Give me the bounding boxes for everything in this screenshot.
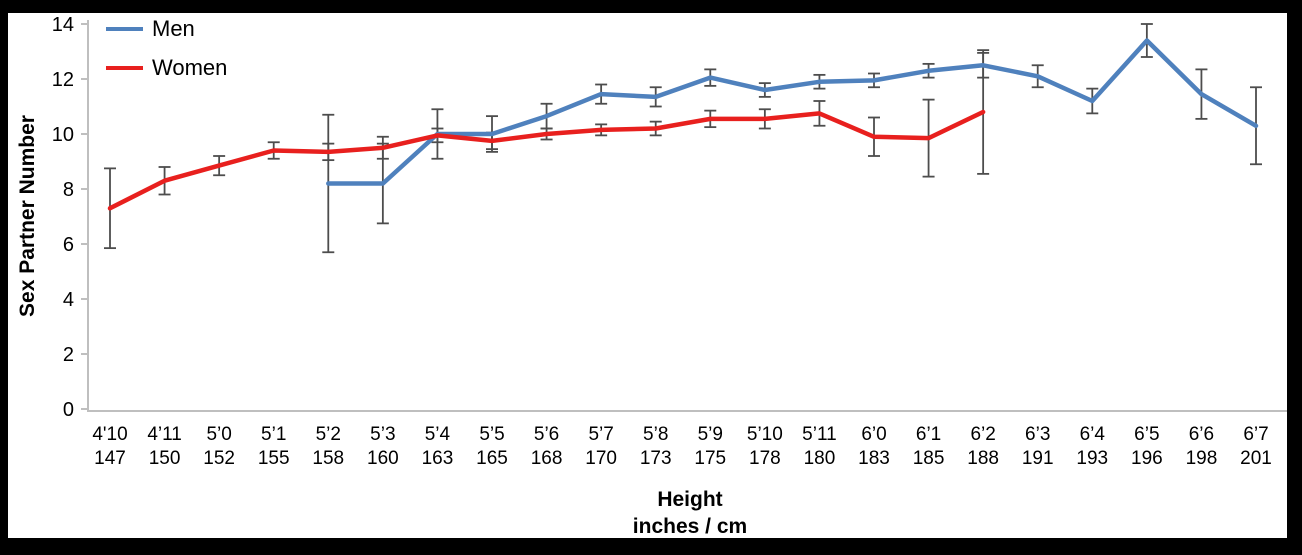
x-tick-label-cm: 180 xyxy=(804,448,836,469)
y-tick-label: 12 xyxy=(52,69,74,91)
x-tick-label-cm: 201 xyxy=(1240,448,1272,469)
x-tick-label-cm: 147 xyxy=(94,448,126,469)
x-tick-label-inches: 6’1 xyxy=(916,424,941,445)
y-tick-label: 6 xyxy=(63,234,74,256)
legend-women-label: Women xyxy=(152,55,227,80)
plot-layer: 0 2 4 6 8 10 12 14 4'10 147 4’11 150 5’0 152 5’1 155 5’2… xyxy=(52,14,1287,469)
legend: Men Women xyxy=(106,16,227,80)
y-tick-label: 2 xyxy=(63,344,74,366)
x-tick-label-cm: 188 xyxy=(967,448,999,469)
x-tick-label-inches: 5’10 xyxy=(747,424,783,445)
x-tick-label-inches: 6’5 xyxy=(1134,424,1159,445)
x-tick-label-inches: 6’4 xyxy=(1080,424,1106,445)
x-tick-label-cm: 150 xyxy=(149,448,181,469)
x-tick-label-inches: 5’4 xyxy=(425,424,451,445)
y-tick-label: 4 xyxy=(63,289,74,311)
x-axis-title-line1: Height xyxy=(657,488,722,511)
x-tick-label-inches: 6’6 xyxy=(1189,424,1214,445)
x-tick-label-cm: 152 xyxy=(203,448,235,469)
y-tick-label: 0 xyxy=(63,399,74,421)
x-axis-title-line2: inches / cm xyxy=(633,515,747,538)
chart-background xyxy=(8,13,1287,538)
x-tick-label-cm: 158 xyxy=(312,448,344,469)
y-tick-label: 14 xyxy=(52,14,74,36)
x-tick-label-cm: 185 xyxy=(913,448,945,469)
x-tick-label-cm: 198 xyxy=(1186,448,1218,469)
x-tick-label-inches: 4'10 xyxy=(92,424,127,445)
x-tick-label-cm: 170 xyxy=(585,448,617,469)
x-tick-label-cm: 175 xyxy=(694,448,726,469)
x-tick-label-inches: 6’3 xyxy=(1025,424,1050,445)
x-tick-label-cm: 168 xyxy=(531,448,563,469)
y-tick-label: 10 xyxy=(52,124,74,146)
x-tick-label-cm: 196 xyxy=(1131,448,1163,469)
x-tick-label-cm: 183 xyxy=(858,448,890,469)
x-tick-label-cm: 155 xyxy=(258,448,290,469)
x-tick-label-cm: 160 xyxy=(367,448,399,469)
x-tick-label-inches: 5’8 xyxy=(643,424,668,445)
x-tick-label-cm: 191 xyxy=(1022,448,1054,469)
x-tick-label-inches: 5’9 xyxy=(698,424,723,445)
x-tick-label-inches: 6’0 xyxy=(861,424,886,445)
x-tick-label-cm: 165 xyxy=(476,448,508,469)
x-tick-label-inches: 5’7 xyxy=(588,424,613,445)
x-tick-label-inches: 5’3 xyxy=(370,424,395,445)
x-tick-label-inches: 5’11 xyxy=(802,424,837,445)
x-tick-label-inches: 5’5 xyxy=(479,424,504,445)
x-tick-label-inches: 6’7 xyxy=(1243,424,1268,445)
men-series-line xyxy=(326,38,1259,186)
women-series-line xyxy=(107,109,986,211)
legend-men-label: Men xyxy=(152,16,195,41)
x-tick-label-cm: 163 xyxy=(422,448,454,469)
x-tick-label-inches: 5’0 xyxy=(206,424,231,445)
x-tick-label-inches: 5’2 xyxy=(316,424,341,445)
x-tick-label-inches: 5’1 xyxy=(261,424,286,445)
x-tick-label-inches: 4’11 xyxy=(147,424,182,445)
y-tick-label: 8 xyxy=(63,179,74,201)
x-tick-label-inches: 6’2 xyxy=(970,424,995,445)
x-tick-label-cm: 178 xyxy=(749,448,781,469)
x-tick-label-cm: 193 xyxy=(1076,448,1108,469)
x-tick-label-cm: 173 xyxy=(640,448,672,469)
y-axis-title: Sex Partner Number xyxy=(16,115,39,317)
x-tick-label-inches: 5’6 xyxy=(534,424,559,445)
